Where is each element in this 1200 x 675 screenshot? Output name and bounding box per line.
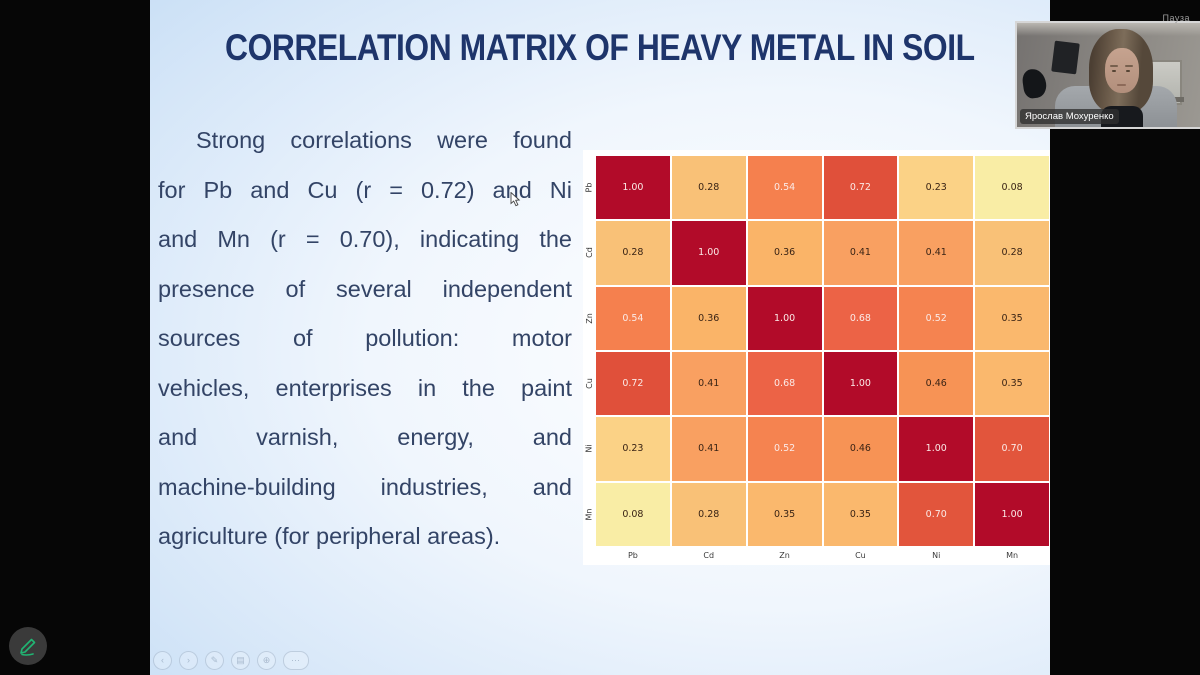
heatmap-cell-Pb-Mn: 0.08	[974, 155, 1050, 221]
heatmap-cell-Cu-Cd: 0.41	[670, 351, 747, 417]
slide-title-row: CORRELATION MATRIX OF HEAVY METAL IN SOI…	[150, 27, 1050, 69]
x-axis-label: Zn	[779, 551, 790, 560]
heatmap-cell-Cu-Cu: 1.00	[822, 351, 899, 417]
paragraph-line: agriculture (for peripheral areas).	[158, 523, 501, 549]
room-dark-object	[1021, 67, 1048, 100]
heatmap-cell-Cd-Cd: 1.00	[670, 220, 747, 286]
paragraph-line: vehicles, enterprises in the paint	[158, 374, 572, 401]
heatmap-cell-Cd-Pb: 0.28	[595, 220, 671, 286]
heatmap-cell-Mn-Mn: 1.00	[974, 481, 1050, 547]
participant-mouth	[1117, 84, 1126, 86]
y-axis-label: Cu	[584, 378, 594, 389]
slide-title: CORRELATION MATRIX OF HEAVY METAL IN SOI…	[225, 27, 975, 68]
heatmap-cell-Mn-Pb: 0.08	[595, 481, 671, 547]
participant-eye	[1126, 70, 1130, 72]
heatmap-cell-Mn-Cd: 0.28	[670, 481, 747, 547]
heatmap-cell-Pb-Zn: 0.54	[746, 155, 823, 221]
paragraph-line: sources of pollution: motor	[158, 325, 572, 351]
heatmap-cell-Zn-Ni: 0.52	[898, 285, 975, 351]
heatmap-cell-Pb-Cd: 0.28	[670, 155, 747, 221]
heatmap-cell-Ni-Pb: 0.23	[595, 416, 671, 482]
webcam-video	[1017, 23, 1200, 127]
annotate-button[interactable]	[9, 627, 47, 665]
heatmap-cell-Ni-Mn: 0.70	[974, 416, 1050, 482]
paragraph-line: and Mn (r = 0.70), indicating the	[158, 226, 572, 252]
slide: CORRELATION MATRIX OF HEAVY METAL IN SOI…	[150, 0, 1050, 675]
heatmap-corner	[583, 547, 595, 565]
heatmap-cell-Cd-Cu: 0.41	[822, 220, 899, 286]
paragraph-line: Strong correlations were found	[196, 127, 572, 153]
heatmap-cell-Zn-Pb: 0.54	[595, 285, 671, 351]
paragraph-line: machine-building industries, and	[158, 473, 572, 500]
heatmap-cell-Cd-Ni: 0.41	[898, 220, 975, 286]
heatmap-grid: Pb 1.00 0.28 0.54 0.72 0.23 0.08 Cd 0.28 1.00 0.36…	[583, 155, 1050, 565]
heatmap-cell-Cu-Pb: 0.72	[595, 351, 671, 417]
slide-paragraph: Strong correlations were found for Pb and…	[158, 116, 572, 562]
heatmap-cell-Cu-Zn: 0.68	[746, 351, 823, 417]
participant-name-badge: Ярослав Мохуренко	[1020, 109, 1119, 124]
participant-eyebrow	[1110, 65, 1118, 67]
room-ceiling	[1017, 23, 1200, 36]
x-axis-label: Ni	[932, 551, 941, 560]
pencil-icon	[20, 638, 36, 656]
heatmap-cell-Pb-Pb: 1.00	[595, 155, 671, 221]
heatmap-cell-Zn-Cu: 0.68	[822, 285, 899, 351]
paragraph-line: and varnish, energy, and	[158, 424, 572, 450]
room-tv	[1051, 40, 1080, 75]
slideshow-more-icon[interactable]: ⋯	[283, 651, 309, 670]
mouse-cursor-icon	[510, 192, 521, 207]
webcam-tile[interactable]: Ярослав Мохуренко	[1015, 21, 1200, 129]
participant-face	[1105, 48, 1139, 93]
heatmap-cell-Zn-Zn: 1.00	[746, 285, 823, 351]
heatmap-cell-Pb-Cu: 0.72	[822, 155, 899, 221]
heatmap-cell-Mn-Zn: 0.35	[746, 481, 823, 547]
slideshow-previous-icon[interactable]: ‹	[153, 651, 172, 670]
y-axis-label: Ni	[584, 444, 594, 454]
x-axis-label: Pb	[627, 551, 638, 560]
heatmap-cell-Ni-Ni: 1.00	[898, 416, 975, 482]
y-axis-label: Zn	[584, 313, 594, 324]
heatmap-cell-Ni-Cu: 0.46	[822, 416, 899, 482]
paragraph-line: for Pb and Cu (r = 0.72) and Ni	[158, 176, 572, 203]
pause-label: Пауза	[1162, 13, 1190, 23]
x-axis-label: Cd	[703, 551, 715, 560]
participant-eyebrow	[1125, 65, 1133, 67]
slideshow-next-icon[interactable]: ›	[179, 651, 198, 670]
y-axis-label: Mn	[584, 508, 594, 521]
heatmap-cell-Mn-Cu: 0.35	[822, 481, 899, 547]
heatmap-cell-Cd-Zn: 0.36	[746, 220, 823, 286]
slideshow-all-slides-icon[interactable]: ▤	[231, 651, 250, 670]
x-axis-label: Mn	[1006, 551, 1019, 560]
slideshow-toolbar: ‹ › ✎ ▤ ⊕ ⋯	[153, 651, 309, 670]
slideshow-zoom-icon[interactable]: ⊕	[257, 651, 276, 670]
heatmap-cell-Ni-Zn: 0.52	[746, 416, 823, 482]
participant-eye	[1112, 70, 1116, 72]
heatmap-cell-Cd-Mn: 0.28	[974, 220, 1050, 286]
slideshow-pen-icon[interactable]: ✎	[205, 651, 224, 670]
correlation-heatmap: Pb 1.00 0.28 0.54 0.72 0.23 0.08 Cd 0.28 1.00 0.36…	[583, 150, 1050, 565]
x-axis-label: Cu	[855, 551, 866, 560]
y-axis-label: Pb	[584, 182, 594, 193]
heatmap-cell-Pb-Ni: 0.23	[898, 155, 975, 221]
heatmap-cell-Mn-Ni: 0.70	[898, 481, 975, 547]
heatmap-cell-Zn-Mn: 0.35	[974, 285, 1050, 351]
heatmap-cell-Ni-Cd: 0.41	[670, 416, 747, 482]
heatmap-cell-Zn-Cd: 0.36	[670, 285, 747, 351]
paragraph-line: presence of several independent	[158, 275, 572, 302]
y-axis-label: Cd	[584, 247, 594, 259]
heatmap-cell-Cu-Mn: 0.35	[974, 351, 1050, 417]
heatmap-cell-Cu-Ni: 0.46	[898, 351, 975, 417]
